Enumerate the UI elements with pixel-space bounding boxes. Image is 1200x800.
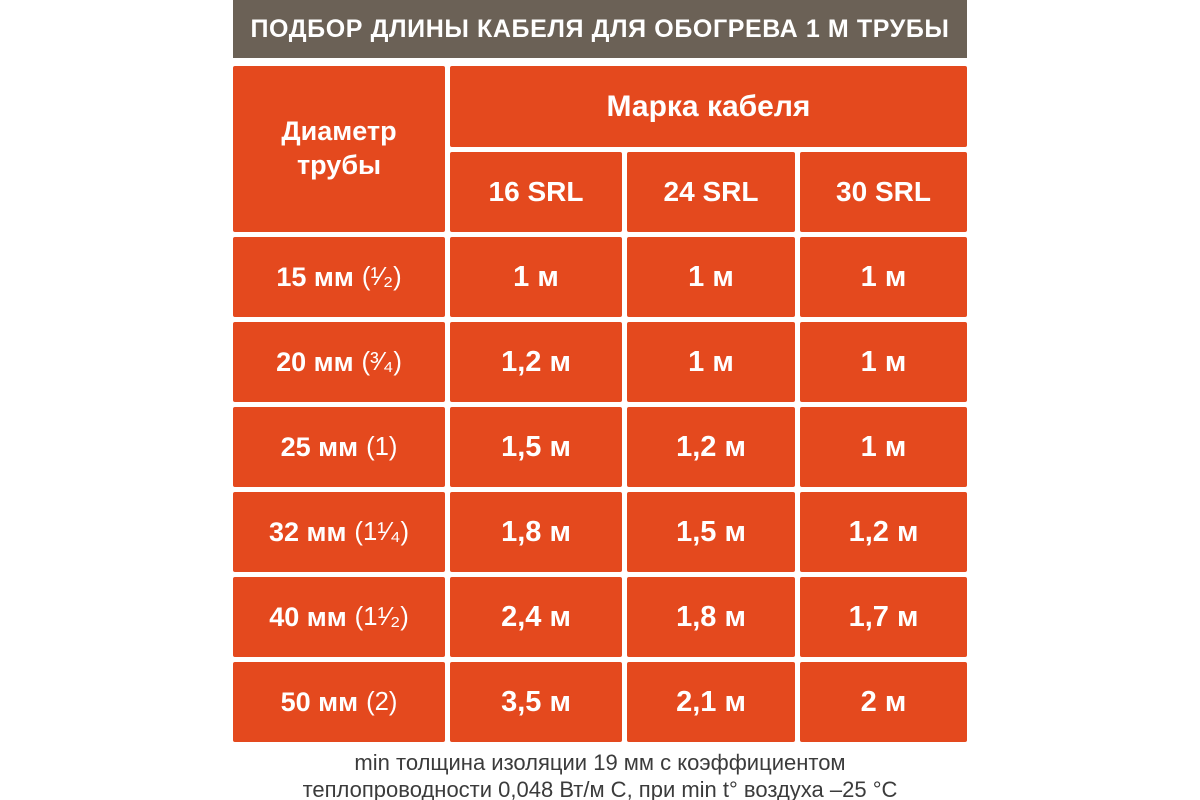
column-group-header-cable-mark: Марка кабеля <box>450 66 967 147</box>
diameter-cell-32mm: 32 мм (1¹⁄₄) <box>233 492 445 572</box>
length-cell: 1,2 м <box>627 407 795 487</box>
diameter-size: 15 мм <box>276 261 354 292</box>
diameter-cell-40mm: 40 мм (1¹⁄₂) <box>233 577 445 657</box>
length-cell: 1,7 м <box>800 577 967 657</box>
diameter-inches: (¹⁄₂) <box>361 262 402 291</box>
column-header-label: 24 SRL <box>663 176 759 207</box>
diameter-cell-15mm: 15 мм (¹⁄₂) <box>233 237 445 317</box>
footnote-line-1: min толщина изоляции 19 мм с коэффициент… <box>354 750 846 775</box>
length-cell: 1,2 м <box>800 492 967 572</box>
row-header-pipe-diameter: Диаметр трубы <box>233 66 445 232</box>
diameter-inches: (2) <box>366 687 398 716</box>
length-cell: 1,8 м <box>450 492 622 572</box>
diameter-inches: (1¹⁄₄) <box>354 517 410 546</box>
column-header-24srl: 24 SRL <box>627 152 795 232</box>
diameter-size: 32 мм <box>268 516 347 547</box>
length-cell: 1,8 м <box>627 577 795 657</box>
cable-length-table: Диаметр трубы Марка кабеля 16 SRL 24 SRL… <box>233 66 967 742</box>
diameter-inches: (1) <box>366 432 398 461</box>
length-cell: 1,5 м <box>450 407 622 487</box>
length-cell: 1 м <box>800 322 967 402</box>
diameter-cell-50mm: 50 мм (2) <box>233 662 445 742</box>
length-cell: 2,1 м <box>627 662 795 742</box>
content-block: ПОДБОР ДЛИНЫ КАБЕЛЯ ДЛЯ ОБОГРЕВА 1 М ТРУ… <box>233 0 967 800</box>
diameter-inches: (1¹⁄₂) <box>354 602 409 631</box>
length-cell: 1 м <box>627 322 795 402</box>
length-cell: 1 м <box>450 237 622 317</box>
diameter-inches: (³⁄₄) <box>361 347 402 376</box>
footnote: min толщина изоляции 19 мм с коэффициент… <box>233 749 967 800</box>
row-header-label: Диаметр трубы <box>281 116 397 180</box>
length-cell: 1,2 м <box>450 322 622 402</box>
diameter-cell-25mm: 25 мм (1) <box>233 407 445 487</box>
column-header-16srl: 16 SRL <box>450 152 622 232</box>
length-cell: 1,5 м <box>627 492 795 572</box>
diameter-cell-20mm: 20 мм (³⁄₄) <box>233 322 445 402</box>
column-header-30srl: 30 SRL <box>800 152 967 232</box>
column-header-label: 16 SRL <box>488 176 584 207</box>
footnote-line-2: теплопроводности 0,048 Вт/м С, при min t… <box>302 777 898 800</box>
page-title: ПОДБОР ДЛИНЫ КАБЕЛЯ ДЛЯ ОБОГРЕВА 1 М ТРУ… <box>250 14 950 43</box>
diameter-size: 50 мм <box>280 686 359 717</box>
length-cell: 1 м <box>800 407 967 487</box>
title-bar: ПОДБОР ДЛИНЫ КАБЕЛЯ ДЛЯ ОБОГРЕВА 1 М ТРУ… <box>233 0 967 58</box>
length-cell: 3,5 м <box>450 662 622 742</box>
column-header-label: 30 SRL <box>836 176 931 207</box>
length-cell: 1 м <box>627 237 795 317</box>
length-cell: 1 м <box>800 237 967 317</box>
diameter-size: 40 мм <box>269 601 347 632</box>
column-group-label: Марка кабеля <box>606 89 811 123</box>
length-cell: 2,4 м <box>450 577 622 657</box>
diameter-size: 20 мм <box>276 346 354 377</box>
length-cell: 2 м <box>800 662 967 742</box>
diameter-size: 25 мм <box>280 431 359 462</box>
